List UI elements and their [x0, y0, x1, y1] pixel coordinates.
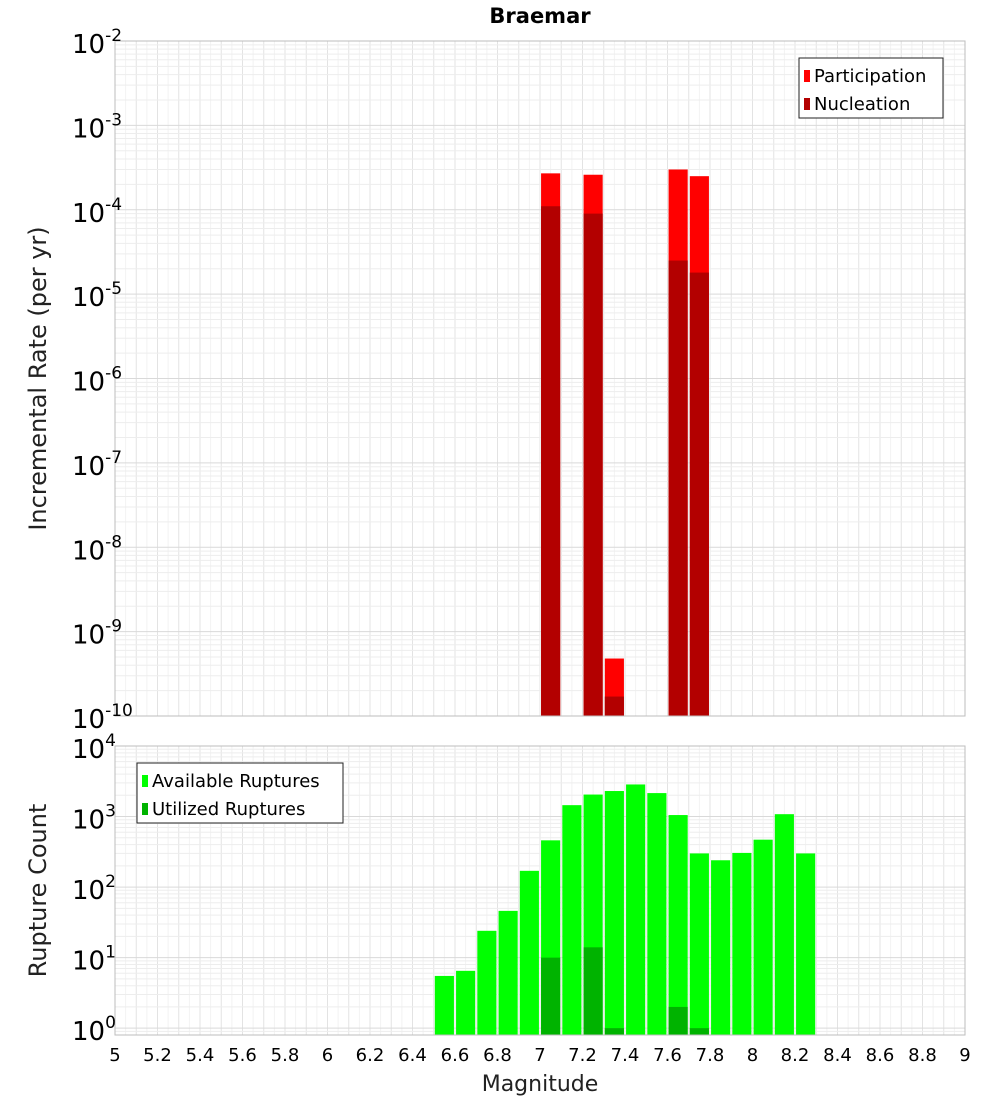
x-tick-label: 6.4	[398, 1045, 427, 1066]
bar-available-ruptures	[689, 853, 709, 1035]
x-tick-label: 7.4	[611, 1045, 640, 1066]
y-axis-label: Rupture Count	[24, 804, 52, 978]
legend-swatch	[804, 98, 810, 110]
legend-box	[136, 762, 344, 824]
bar-available-ruptures	[711, 860, 731, 1035]
x-tick-label: 7.8	[696, 1045, 725, 1066]
bar-available-ruptures	[519, 870, 539, 1035]
bar-available-ruptures	[562, 805, 582, 1035]
legend-label: Participation	[814, 66, 926, 87]
x-tick-label: 9	[959, 1045, 970, 1066]
x-tick-label: 6.8	[483, 1045, 512, 1066]
bar-nucleation	[583, 213, 603, 717]
x-axis-label: Magnitude	[482, 1072, 599, 1097]
bar-nucleation	[604, 696, 624, 716]
x-tick-label: 8.8	[908, 1045, 937, 1066]
x-tick-label: 6.2	[356, 1045, 385, 1066]
y-tick-label: 10-5	[72, 279, 122, 313]
x-tick-label: 7	[534, 1045, 545, 1066]
y-tick-label: 100	[72, 1013, 116, 1047]
y-axis-label: Incremental Rate (per yr)	[24, 226, 52, 530]
x-tick-label: 8.4	[823, 1045, 852, 1066]
x-tick-label: 8.2	[781, 1045, 810, 1066]
legend-box	[798, 57, 944, 119]
bar-utilized-ruptures	[604, 1028, 624, 1035]
x-tick-label: 6	[322, 1045, 333, 1066]
bar-nucleation	[541, 206, 561, 716]
x-tick-label: 5.6	[228, 1045, 257, 1066]
bar-nucleation	[689, 272, 709, 716]
x-tick-label: 6.6	[441, 1045, 470, 1066]
bar-utilized-ruptures	[583, 947, 603, 1035]
bar-available-ruptures	[796, 853, 816, 1035]
y-tick-label: 104	[72, 731, 116, 765]
x-tick-label: 5.2	[143, 1045, 172, 1066]
y-tick-label: 102	[72, 872, 116, 906]
legend-label: Available Ruptures	[152, 771, 320, 792]
y-tick-label: 10-9	[72, 617, 122, 651]
plot-border-1	[114, 40, 966, 717]
bar-available-ruptures	[456, 970, 476, 1035]
bar-utilized-ruptures	[689, 1028, 709, 1035]
bar-available-ruptures	[647, 793, 667, 1035]
x-tick-label: 5.8	[271, 1045, 300, 1066]
x-tick-label: 8.6	[866, 1045, 895, 1066]
y-tick-label: 103	[72, 802, 116, 836]
bar-available-ruptures	[774, 814, 794, 1035]
plot-border-2	[114, 745, 966, 1036]
bar-available-ruptures	[477, 930, 497, 1035]
legend-label: Utilized Ruptures	[152, 799, 305, 820]
x-tick-label: 8	[747, 1045, 758, 1066]
y-tick-label: 10-6	[72, 364, 122, 398]
x-tick-label: 5.4	[186, 1045, 215, 1066]
bar-utilized-ruptures	[668, 1006, 688, 1035]
legend-swatch	[804, 70, 810, 82]
y-tick-label: 10-8	[72, 532, 122, 566]
legend-swatch	[142, 775, 148, 787]
bar-available-ruptures	[732, 852, 752, 1035]
y-tick-label: 10-7	[72, 448, 122, 482]
y-tick-label: 10-10	[72, 701, 133, 735]
legend-swatch	[142, 803, 148, 815]
bar-nucleation	[668, 260, 688, 716]
bar-available-ruptures	[434, 975, 454, 1035]
y-tick-label: 101	[72, 943, 116, 977]
y-tick-label: 10-2	[72, 26, 122, 60]
x-tick-label: 5	[109, 1045, 120, 1066]
bar-available-ruptures	[498, 910, 518, 1035]
chart-title: Braemar	[489, 4, 591, 28]
x-tick-label: 7.2	[568, 1045, 597, 1066]
legend-label: Nucleation	[814, 94, 910, 115]
x-tick-label: 7.6	[653, 1045, 682, 1066]
bar-available-ruptures	[668, 815, 688, 1035]
bar-available-ruptures	[604, 791, 624, 1035]
y-tick-label: 10-4	[72, 195, 122, 229]
bar-available-ruptures	[753, 839, 773, 1035]
y-tick-label: 10-3	[72, 110, 122, 144]
bar-available-ruptures	[626, 784, 646, 1035]
bar-utilized-ruptures	[541, 957, 561, 1035]
